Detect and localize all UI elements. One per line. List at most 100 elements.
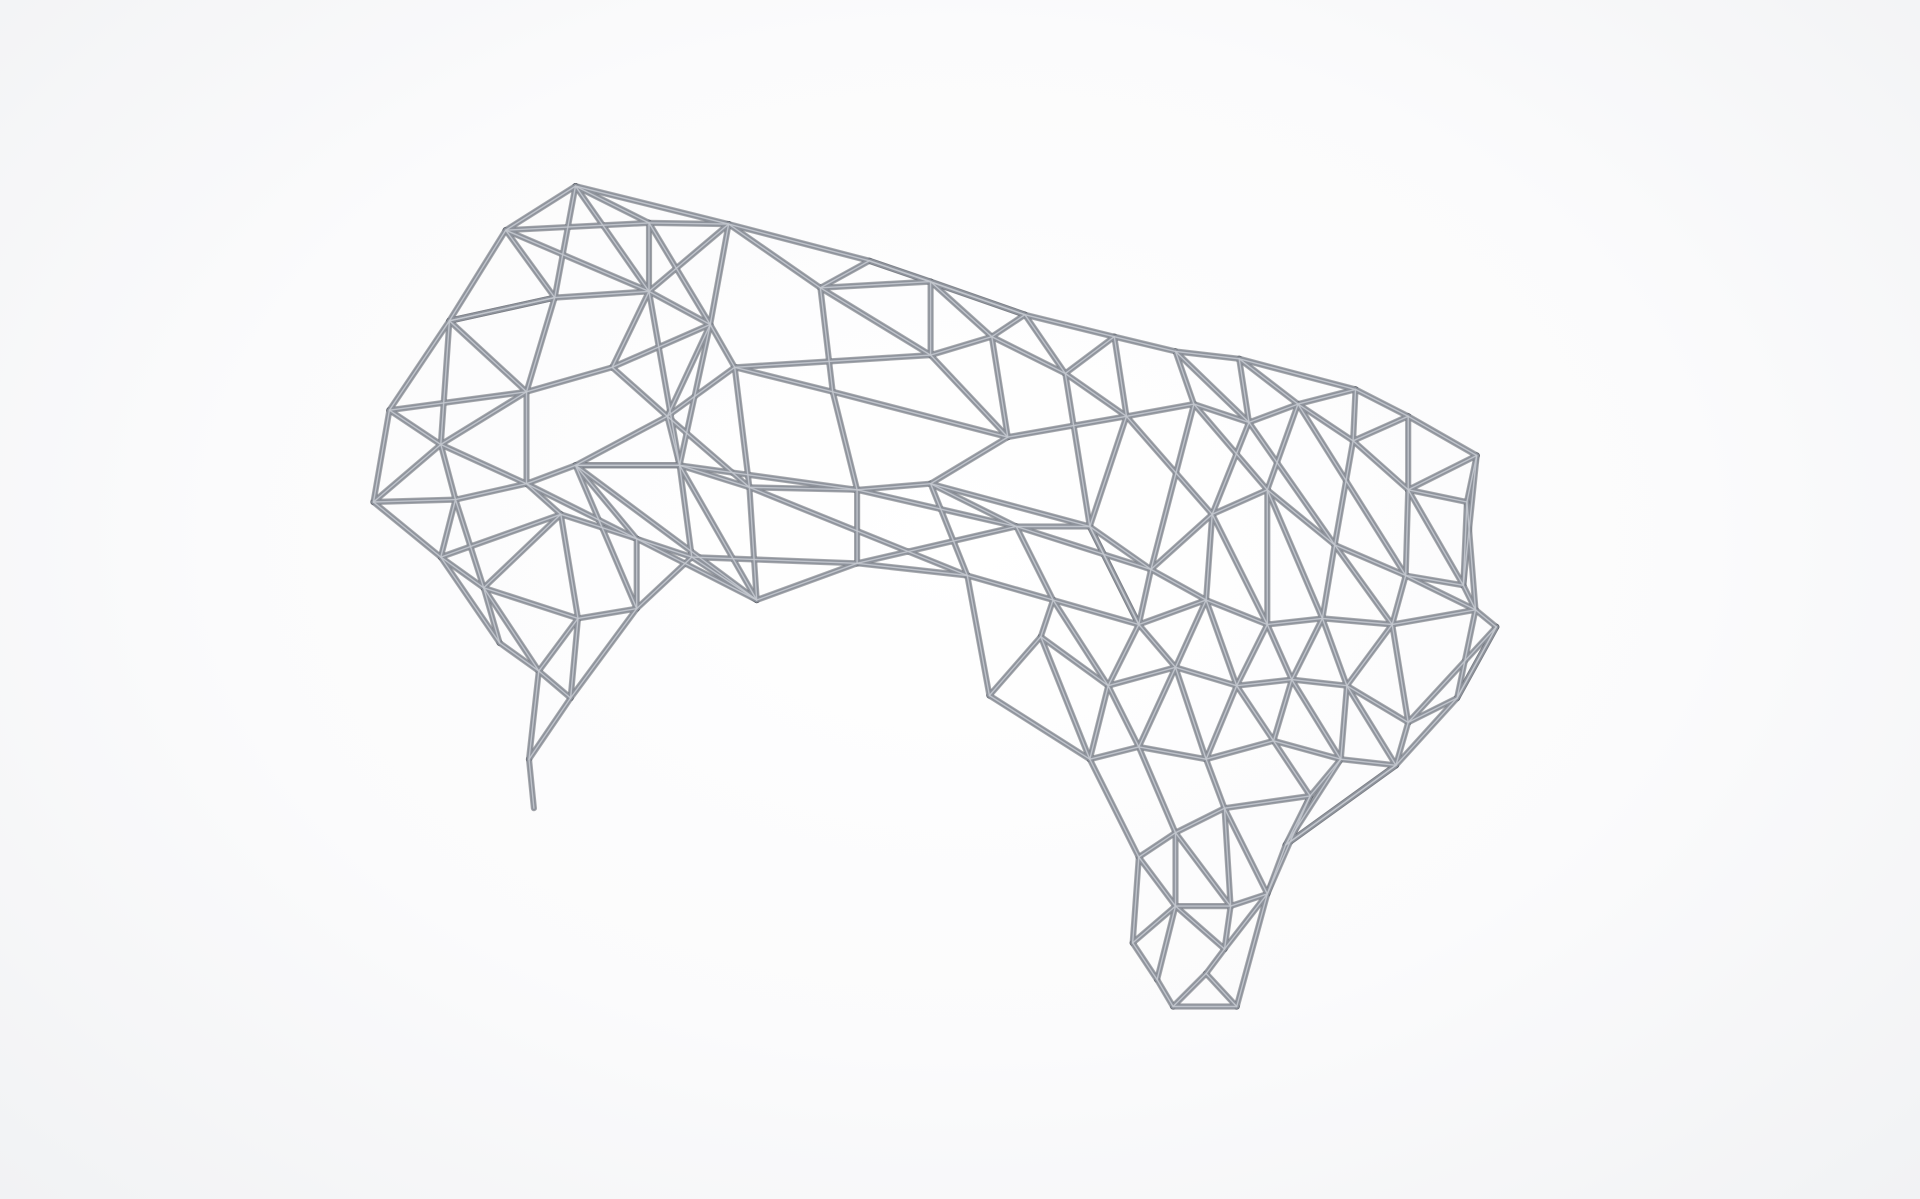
wire-edge-highlight [734, 354, 932, 368]
wire-edge-highlight [1466, 501, 1477, 611]
wire-edge-highlight [483, 513, 562, 589]
wire-edge-highlight [929, 354, 1009, 438]
wire-edge-highlight [560, 513, 579, 620]
wire-edge-highlight [929, 483, 1091, 528]
wire-edge-highlight [611, 323, 711, 368]
wire-edge-highlight [1346, 685, 1397, 766]
wire-edge-highlight [440, 498, 457, 558]
wire-edge-highlight [734, 366, 751, 488]
wire-edge-highlight [1107, 623, 1140, 687]
wire-edge-highlight [648, 222, 730, 225]
wire-edge-highlight [636, 538, 693, 558]
wire-edge-highlight [1272, 740, 1311, 797]
wire-edge-highlight [1205, 685, 1238, 760]
wire-edge-highlight [727, 223, 871, 262]
wire-edge-highlight [1089, 758, 1140, 858]
wire-edge-highlight [1174, 350, 1195, 405]
wire-edge-highlight [525, 483, 562, 515]
wire-edge-highlight [1150, 568, 1207, 601]
wire-edge-highlight [1272, 678, 1293, 742]
wire-edge-highlight [1333, 544, 1393, 626]
wire-edge-highlight [1297, 403, 1407, 577]
wire-edge-highlight [1223, 795, 1311, 809]
wire-edge-highlight [1223, 807, 1269, 895]
wire-edge-highlight [483, 587, 540, 672]
wire-edge-highlight [440, 443, 457, 501]
wire-edge-highlight [1205, 513, 1213, 601]
wire-edge-highlight [1211, 421, 1250, 515]
wire-edge-highlight [525, 366, 613, 393]
wire-edge-highlight [819, 287, 834, 393]
wire-edge-highlight [448, 320, 528, 393]
wire-edge-highlight [1291, 617, 1324, 681]
wire-edge-highlight [498, 642, 540, 672]
wire-edge-highlight [611, 366, 668, 417]
wire-edge-highlight [1333, 440, 1354, 546]
wire-edge-highlight [1391, 609, 1477, 626]
wire-edge-highlight [574, 464, 638, 610]
wire-edge-highlight [1156, 905, 1177, 981]
wireframe-highlights [372, 185, 1498, 1008]
wire-edge-highlight [636, 538, 758, 601]
wire-edge-highlight [1284, 764, 1397, 846]
wire-edge-highlight [1064, 372, 1128, 417]
wire-edge-highlight [929, 483, 968, 577]
wire-edge-highlight [1474, 609, 1498, 628]
wire-edge-highlight [1340, 758, 1397, 766]
wire-edge-highlight [1407, 454, 1478, 491]
wire-edge-highlight [1138, 856, 1177, 907]
wire-edge-highlight [1238, 358, 1250, 424]
wire-edge-highlight [1229, 893, 1269, 907]
wire-edge-highlight [1052, 599, 1140, 626]
wire-edge-highlight [538, 670, 572, 699]
wire-edge-highlight [525, 464, 577, 485]
wire-edge-highlight [1223, 905, 1232, 950]
wire-edge-highlight [569, 617, 579, 699]
wire-edge-highlight [440, 443, 528, 485]
wire-edge-highlight [1015, 525, 1054, 601]
wire-edge-highlight [1040, 599, 1054, 638]
wire-edge-highlight [1174, 666, 1207, 760]
wire-edge-highlight [1238, 358, 1357, 391]
wire-edge-highlight [1346, 623, 1393, 687]
wire-edge-highlight [678, 464, 751, 488]
wire-edge-highlight [440, 391, 528, 446]
wire-edge-highlight [505, 185, 577, 231]
wire-edge-highlight [1466, 454, 1478, 503]
wire-edge-highlight [454, 483, 528, 501]
wire-edge-highlight [1040, 636, 1091, 760]
wire-edge-highlight [1462, 501, 1468, 586]
wire-edge-highlight [1205, 740, 1275, 760]
wire-edge-highlight [528, 697, 572, 760]
wire-edge-highlight [678, 464, 758, 601]
wire-edge-highlight [1007, 415, 1128, 438]
wire-edge-highlight [1174, 666, 1238, 687]
wire-edge-highlight [505, 229, 650, 293]
wire-edge-highlight [1235, 678, 1293, 687]
wire-edge-highlight [648, 290, 711, 326]
wire-edge-highlight [1407, 697, 1458, 724]
wire-edge-highlight [388, 320, 451, 411]
wire-edge-highlight [1462, 584, 1477, 611]
wire-edge-highlight [1248, 421, 1336, 546]
wire-edge-highlight [1131, 856, 1140, 944]
wire-edge-highlight [528, 758, 535, 809]
wire-edge-highlight [1211, 513, 1269, 626]
wire-edge-highlight [1297, 388, 1357, 405]
wire-edge-highlight [709, 223, 730, 326]
wire-edge-highlight [734, 366, 834, 393]
wire-edge-highlight [929, 280, 993, 338]
wire-edge-highlight [574, 185, 650, 293]
wire-edge-highlight [1407, 415, 1478, 457]
wire-edge-highlight [1107, 666, 1177, 687]
wire-edge-highlight [1193, 403, 1269, 491]
wire-edge-highlight [454, 498, 485, 589]
wire-edge-highlight [1174, 832, 1232, 907]
wire-edge-highlight [1205, 948, 1226, 975]
wire-edge-highlight [1089, 525, 1152, 571]
wire-edge-highlight [1248, 403, 1299, 424]
wire-edge-highlight [1107, 685, 1140, 748]
wire-edge-highlight [966, 574, 991, 697]
wire-edge-highlight [748, 486, 758, 601]
